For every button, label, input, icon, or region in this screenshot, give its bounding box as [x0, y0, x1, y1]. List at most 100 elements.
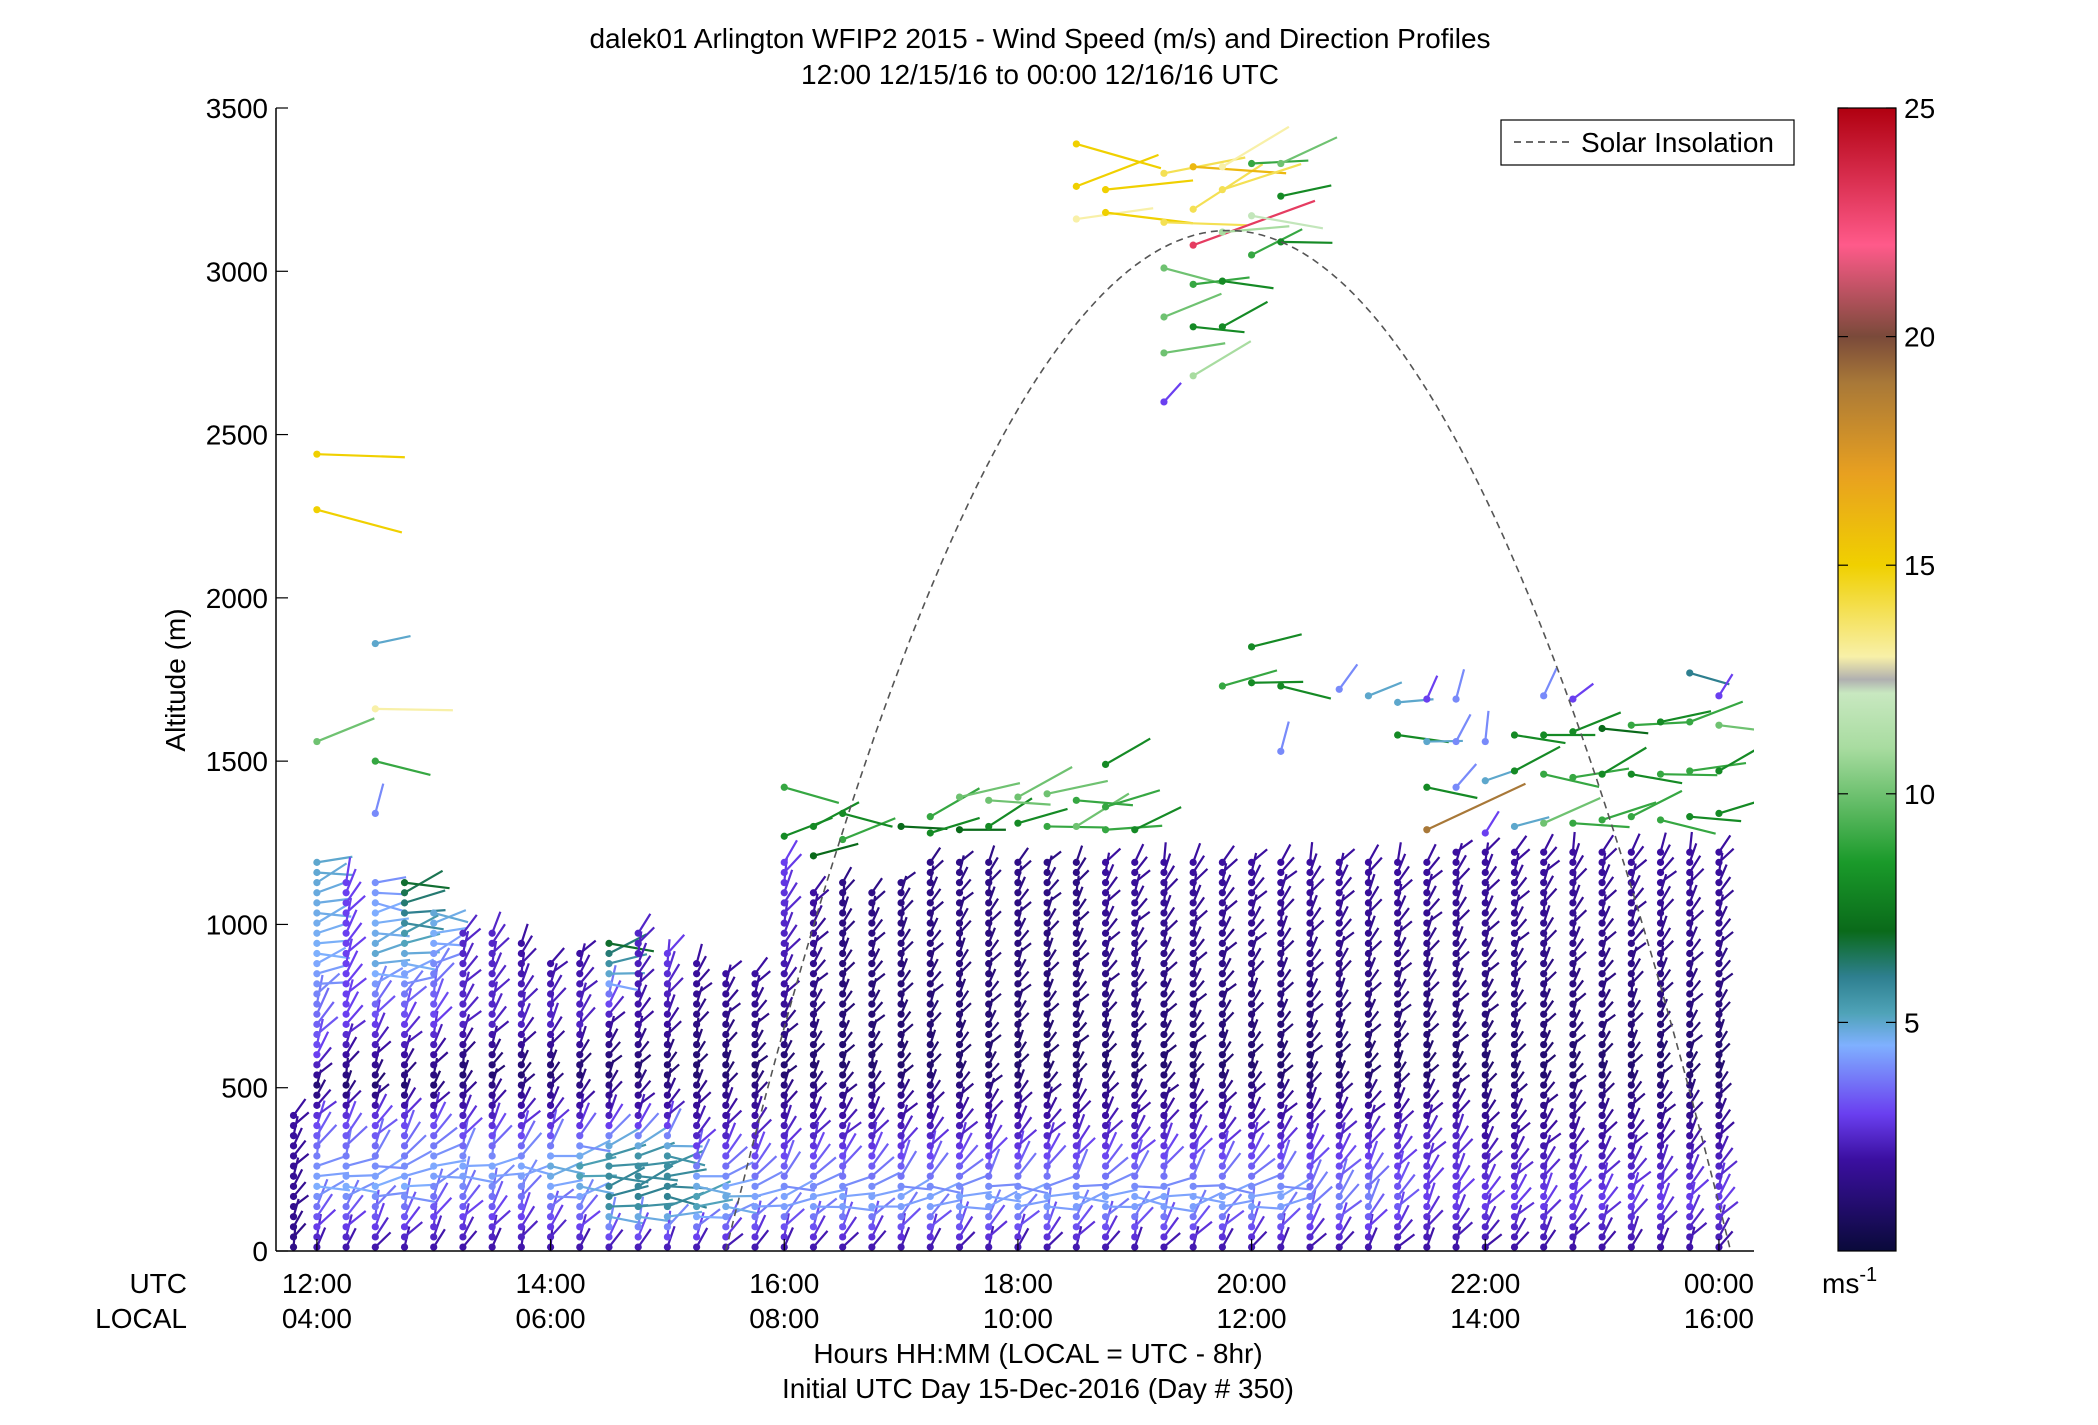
wind-barb-staff — [550, 1179, 583, 1188]
y-tick-label: 500 — [221, 1073, 268, 1104]
wind-barb-staff — [607, 980, 622, 1005]
wind-barb-point — [1072, 1162, 1080, 1170]
wind-barb-point — [605, 1111, 613, 1120]
wind-barb-staff — [1396, 1110, 1415, 1127]
wind-barb-point — [1569, 1041, 1577, 1049]
wind-barb-point — [1686, 813, 1694, 821]
wind-barb-staff — [1513, 1173, 1528, 1197]
wind-barb-point — [1510, 1030, 1519, 1039]
wind-barb-staff — [666, 963, 681, 985]
wind-barb-point — [1569, 879, 1577, 887]
wind-barb-staff — [1280, 240, 1333, 244]
wind-barb-point — [985, 1000, 993, 1008]
wind-barb-point — [313, 1051, 321, 1059]
wind-barb-point — [488, 1162, 496, 1170]
wind-barb-staff — [1601, 801, 1657, 821]
wind-barb-point — [1247, 929, 1256, 937]
wind-barb-staff — [638, 1215, 673, 1223]
wind-barb-point — [1540, 692, 1548, 700]
wind-barb-point — [430, 1223, 438, 1231]
wind-barb-point — [985, 1020, 993, 1028]
wind-barb-point — [1101, 1142, 1110, 1150]
wind-barb-point — [459, 1233, 467, 1241]
wind-barb-staff — [1134, 1195, 1167, 1207]
wind-barb-staff — [404, 1195, 436, 1203]
wind-barb-staff — [1630, 1145, 1643, 1167]
y-tick-label: 2000 — [206, 583, 268, 614]
wind-barb-point — [1364, 949, 1373, 958]
wind-barb-point — [926, 929, 934, 937]
wind-barb-point — [313, 1223, 321, 1231]
wind-barb-staff — [959, 782, 1021, 799]
wind-barb-point — [1569, 1162, 1577, 1170]
wind-barb-point — [576, 1192, 584, 1201]
wind-barb-staff — [1514, 816, 1550, 828]
wind-barb-point — [342, 929, 350, 937]
wind-barb-point — [985, 1111, 993, 1120]
wind-barb-point — [809, 1020, 818, 1028]
wind-barb-point — [1189, 1162, 1197, 1170]
wind-barb-point — [1189, 1061, 1197, 1069]
wind-barb-point — [1189, 990, 1197, 998]
wind-barb-staff — [1134, 1185, 1166, 1190]
wind-barb-point — [1569, 1020, 1577, 1028]
wind-barb-staff — [578, 1102, 591, 1127]
wind-barb-point — [1364, 970, 1373, 978]
wind-barb-point — [1160, 879, 1168, 887]
wind-barb-point — [1598, 1010, 1606, 1018]
wind-barb-point — [576, 1061, 584, 1069]
wind-barb-point — [371, 899, 379, 907]
wind-barb-point — [313, 1192, 321, 1201]
wind-barb-staff — [695, 1138, 711, 1167]
wind-barb-point — [809, 899, 818, 907]
wind-barb-point — [926, 858, 934, 866]
wind-barb-staff — [987, 1138, 994, 1167]
wind-barb-point — [371, 1202, 379, 1211]
wind-barb-point — [342, 970, 350, 978]
wind-barb-point — [371, 1192, 379, 1201]
wind-barb-point — [605, 1202, 613, 1211]
wind-barb-point — [1569, 970, 1577, 978]
wind-barb-point — [780, 1233, 788, 1241]
wind-barb-point — [1043, 1152, 1051, 1160]
wind-barb-point — [371, 1121, 379, 1130]
wind-barb-staff — [374, 1202, 385, 1228]
wind-barb-staff — [578, 1194, 599, 1218]
wind-barb-point — [1160, 1121, 1168, 1130]
wind-barb-point — [1101, 899, 1110, 907]
wind-barb-staff — [491, 952, 503, 975]
wind-barb-staff — [959, 1190, 992, 1198]
wind-barb-point — [1540, 1041, 1548, 1049]
wind-barb-point — [1043, 1041, 1051, 1049]
wind-barb-point — [1306, 1030, 1314, 1039]
wind-barb-staff — [374, 1012, 386, 1035]
wind-barb-point — [693, 1223, 701, 1231]
wind-barb-point — [1160, 1101, 1168, 1109]
wind-barb-staff — [783, 937, 801, 955]
wind-barb-point — [1335, 960, 1343, 968]
wind-barb-staff — [842, 1175, 873, 1188]
wind-barb-staff — [1250, 1144, 1271, 1167]
wind-barb-point — [1686, 767, 1694, 775]
wind-barb-point — [430, 1081, 438, 1089]
wind-barb-point — [430, 1101, 438, 1109]
wind-barb-point — [1218, 1020, 1226, 1028]
wind-barb-point — [1540, 770, 1548, 778]
wind-barb-staff — [1221, 300, 1269, 328]
wind-barb-point — [985, 1101, 993, 1109]
wind-barb-point — [605, 1061, 613, 1069]
wind-barb-point — [1686, 939, 1694, 947]
wind-barb-point — [955, 919, 964, 927]
wind-barb-staff — [1630, 1184, 1645, 1208]
wind-barb-point — [780, 1091, 788, 1099]
wind-barb-point — [459, 990, 467, 998]
wind-barb-point — [1598, 848, 1606, 856]
wind-barb-point — [400, 889, 409, 897]
wind-barb-point — [839, 1061, 847, 1069]
wind-barb-point — [1101, 186, 1110, 194]
wind-barb-staff — [988, 799, 1051, 806]
colorbar-gradient — [1837, 107, 1897, 1252]
wind-barb-point — [897, 949, 905, 958]
wind-barb-point — [400, 919, 409, 927]
wind-barb-point — [1247, 1172, 1256, 1180]
